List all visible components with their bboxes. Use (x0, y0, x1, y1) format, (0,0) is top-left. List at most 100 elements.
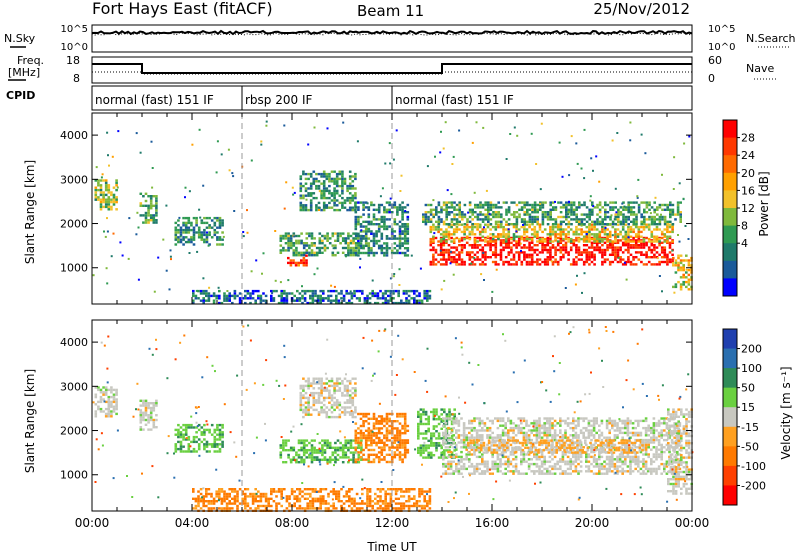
data-cell (195, 231, 198, 234)
data-cell (614, 246, 617, 249)
data-cell (354, 201, 358, 204)
data-cell (147, 211, 150, 215)
data-cell (671, 203, 675, 207)
data-cell (405, 297, 408, 300)
data-cell (417, 427, 420, 430)
data-cell (489, 246, 492, 249)
data-cell (357, 251, 361, 254)
data-cell (525, 431, 528, 435)
data-cell (512, 253, 516, 256)
data-cell (585, 260, 589, 264)
data-cell (553, 446, 557, 449)
data-cell (308, 449, 311, 452)
data-cell (488, 434, 492, 437)
data-cell (460, 450, 463, 454)
data-cell (637, 235, 641, 238)
data-cell (344, 246, 348, 250)
data-cell (588, 256, 591, 259)
data-cell (635, 223, 638, 226)
data-cell (437, 223, 441, 226)
data-cell (377, 420, 381, 423)
data-cell (353, 292, 356, 295)
data-cell (347, 244, 350, 247)
data-cell (593, 235, 596, 238)
data-cell (616, 235, 620, 238)
data-cell (210, 226, 214, 229)
data-cell (481, 458, 484, 461)
data-cell (621, 241, 625, 244)
data-cell (444, 470, 448, 473)
data-cell (424, 218, 428, 221)
data-cell (435, 211, 438, 214)
data-cell (197, 447, 201, 451)
data-cell (375, 239, 378, 243)
data-cell (155, 209, 158, 212)
data-cell (144, 219, 148, 222)
data-cell (362, 453, 365, 456)
data-cell (102, 386, 105, 389)
data-cell (104, 388, 108, 392)
data-cell (536, 260, 539, 264)
data-cell (580, 237, 583, 241)
data-cell (616, 132, 619, 134)
data-cell (169, 255, 172, 258)
data-cell (432, 418, 436, 421)
data-cell (429, 263, 433, 266)
data-cell (650, 251, 654, 254)
data-cell (341, 444, 345, 447)
data-cell (585, 220, 589, 223)
data-cell (354, 223, 358, 226)
data-cell (494, 467, 497, 471)
data-cell (210, 433, 214, 436)
data-cell (406, 225, 410, 228)
data-cell (331, 254, 335, 257)
data-cell (614, 228, 617, 231)
data-cell (279, 446, 283, 449)
data-cell (354, 194, 357, 197)
data-cell (528, 208, 532, 211)
data-cell (312, 403, 316, 407)
data-cell (635, 201, 638, 204)
data-cell (535, 431, 539, 435)
data-cell (233, 294, 237, 298)
data-cell (102, 198, 105, 201)
data-cell (210, 219, 214, 222)
data-cell (501, 462, 505, 466)
data-cell (314, 289, 317, 293)
data-cell (329, 294, 333, 298)
data-cell (470, 465, 474, 468)
data-cell (551, 233, 555, 236)
data-cell (199, 216, 202, 219)
data-cell (174, 450, 178, 453)
data-cell (380, 448, 384, 452)
data-cell (546, 467, 549, 471)
data-cell (636, 196, 639, 199)
data-cell (351, 396, 355, 400)
data-cell (194, 297, 198, 300)
data-cell (94, 196, 98, 199)
data-cell (315, 208, 318, 212)
data-cell (538, 424, 541, 427)
data-cell (402, 292, 406, 295)
data-cell (210, 443, 214, 446)
data-cell (203, 233, 206, 237)
data-cell (687, 283, 691, 286)
data-cell (406, 439, 410, 442)
data-cell (611, 220, 615, 223)
data-cell (322, 189, 326, 193)
data-cell (570, 208, 573, 211)
data-cell (315, 187, 318, 190)
data-cell (533, 453, 536, 456)
data-cell (102, 398, 105, 401)
data-cell (112, 407, 116, 411)
data-cell (504, 422, 507, 425)
data-cell (624, 235, 628, 238)
data-cell (445, 263, 448, 266)
data-cell (380, 225, 384, 228)
data-cell (208, 443, 211, 446)
data-cell (344, 456, 348, 459)
data-cell (666, 208, 669, 211)
data-cell (530, 228, 534, 231)
data-cell (231, 172, 234, 175)
data-cell (398, 208, 402, 211)
